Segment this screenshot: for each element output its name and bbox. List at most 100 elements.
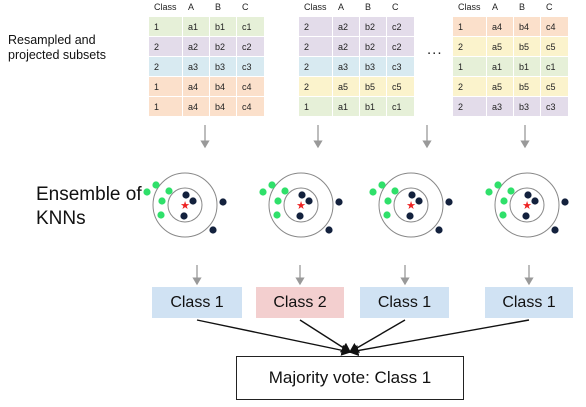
vote-arrow bbox=[299, 319, 352, 353]
class-1-point bbox=[268, 181, 276, 189]
class-2-point bbox=[561, 198, 569, 206]
class-1-point bbox=[383, 211, 391, 219]
outer-radius-circle bbox=[268, 172, 334, 238]
class-2-point bbox=[406, 212, 414, 220]
prediction-box-2: Class 2 bbox=[256, 287, 344, 318]
table-row: 1 a4 b4 c4 bbox=[148, 96, 265, 117]
class-1-point bbox=[391, 187, 399, 195]
table-header-row: Class A B C bbox=[452, 0, 569, 17]
class-2-point bbox=[219, 198, 227, 206]
class-1-point bbox=[378, 181, 386, 189]
class-1-point bbox=[281, 187, 289, 195]
knn-model-4: ★ bbox=[485, 172, 569, 238]
table-cell: c1 bbox=[386, 96, 415, 117]
class-1-point bbox=[499, 211, 507, 219]
vote-arrow bbox=[196, 319, 352, 356]
query-star-icon: ★ bbox=[296, 199, 306, 212]
class-1-point bbox=[273, 211, 281, 219]
subsets-label: Resampled and projected subsets bbox=[8, 33, 106, 62]
query-star-icon: ★ bbox=[522, 199, 532, 212]
table-header-cell: C bbox=[386, 0, 415, 17]
prediction-label: Class 1 bbox=[502, 293, 556, 311]
class-2-point bbox=[189, 197, 197, 205]
class-1-point bbox=[494, 181, 502, 189]
class-1-point bbox=[152, 181, 160, 189]
subset-table-2: Class A B C 2 a2 b2 c2 2 a2 b2 c2 2 a3 b3 c3 2 a5 b5 c5 1 a1 b… bbox=[298, 0, 415, 117]
class-2-point bbox=[180, 212, 188, 220]
table-header-cell: Class bbox=[298, 0, 333, 17]
majority-vote-label: Majority vote: Class 1 bbox=[268, 368, 432, 387]
inner-radius-circle bbox=[283, 187, 319, 223]
ensemble-label: Ensemble of KNNs bbox=[36, 184, 142, 229]
class-2-point bbox=[524, 191, 532, 199]
table-row: 2 a3 b3 c3 bbox=[452, 96, 569, 117]
table-row: 2 a3 b3 c3 bbox=[148, 56, 265, 77]
class-1-point bbox=[143, 188, 151, 196]
class-2-point bbox=[551, 226, 559, 234]
class-1-point bbox=[369, 188, 377, 196]
prediction-label: Class 1 bbox=[377, 293, 432, 311]
knn-model-1: ★ bbox=[143, 172, 227, 238]
class-1-point bbox=[507, 187, 515, 195]
table-row: 2 a5 b5 c5 bbox=[298, 76, 415, 97]
knn-ensemble: ★ ★ ★ ★ bbox=[143, 172, 569, 238]
outer-radius-circle bbox=[378, 172, 444, 238]
outer-radius-circle bbox=[152, 172, 218, 238]
table-header-cell: B bbox=[513, 0, 541, 17]
prediction-to-vote-arrows bbox=[196, 319, 530, 357]
table-cell: 1 bbox=[298, 96, 333, 117]
table-row: 2 a5 b5 c5 bbox=[452, 36, 569, 57]
knn-model-3: ★ bbox=[369, 172, 453, 238]
table-row: 2 a5 b5 c5 bbox=[452, 76, 569, 97]
query-star-icon: ★ bbox=[180, 199, 190, 212]
inner-radius-circle bbox=[167, 187, 203, 223]
class-2-point bbox=[325, 226, 333, 234]
class-2-point bbox=[296, 212, 304, 220]
class-2-point bbox=[305, 197, 313, 205]
class-2-point bbox=[209, 226, 217, 234]
table-header-cell: A bbox=[332, 0, 360, 17]
class-1-point bbox=[157, 211, 165, 219]
ellipsis: ... bbox=[427, 41, 443, 58]
knn-to-prediction-arrows bbox=[192, 265, 534, 286]
class-2-point bbox=[182, 191, 190, 199]
class-1-point bbox=[158, 197, 166, 205]
table-to-knn-arrows bbox=[200, 125, 530, 149]
class-2-point bbox=[408, 191, 416, 199]
class-2-point bbox=[445, 198, 453, 206]
class-2-point bbox=[415, 197, 423, 205]
table-cell: c4 bbox=[236, 96, 265, 117]
knn-model-2: ★ bbox=[259, 172, 343, 238]
class-2-point bbox=[298, 191, 306, 199]
prediction-label: Class 1 bbox=[170, 293, 224, 311]
inner-radius-circle bbox=[393, 187, 429, 223]
class-2-point bbox=[335, 198, 343, 206]
table-row: 2 a2 b2 c2 bbox=[298, 16, 415, 37]
class-1-point bbox=[485, 188, 493, 196]
prediction-box-1: Class 1 bbox=[152, 287, 242, 318]
table-cell: c3 bbox=[540, 96, 569, 117]
outer-radius-circle bbox=[494, 172, 560, 238]
table-row: 2 a2 b2 c2 bbox=[148, 36, 265, 57]
class-1-point bbox=[500, 197, 508, 205]
subset-table-1: Class A B C 1 a1 b1 c1 2 a2 b2 c2 2 a3 b3 c3 1 a4 b4 c4 1 a4 b… bbox=[148, 0, 265, 117]
prediction-label: Class 2 bbox=[273, 293, 327, 311]
class-2-point bbox=[435, 226, 443, 234]
prediction-box-4: Class 1 bbox=[485, 287, 573, 318]
query-star-icon: ★ bbox=[406, 199, 416, 212]
inner-radius-circle bbox=[509, 187, 545, 223]
prediction-box-3: Class 1 bbox=[360, 287, 449, 318]
majority-vote-box: Majority vote: Class 1 bbox=[236, 356, 464, 400]
table-cell: 2 bbox=[452, 96, 487, 117]
table-header-row: Class A B C bbox=[298, 0, 415, 17]
class-1-point bbox=[274, 197, 282, 205]
class-1-point bbox=[165, 187, 173, 195]
table-row: 1 a1 b1 c1 bbox=[298, 96, 415, 117]
table-header-cell: C bbox=[540, 0, 569, 17]
table-row: 2 a2 b2 c2 bbox=[298, 36, 415, 57]
class-1-point bbox=[384, 197, 392, 205]
class-1-point bbox=[259, 188, 267, 196]
class-2-point bbox=[531, 197, 539, 205]
table-cell: c2 bbox=[386, 36, 415, 57]
